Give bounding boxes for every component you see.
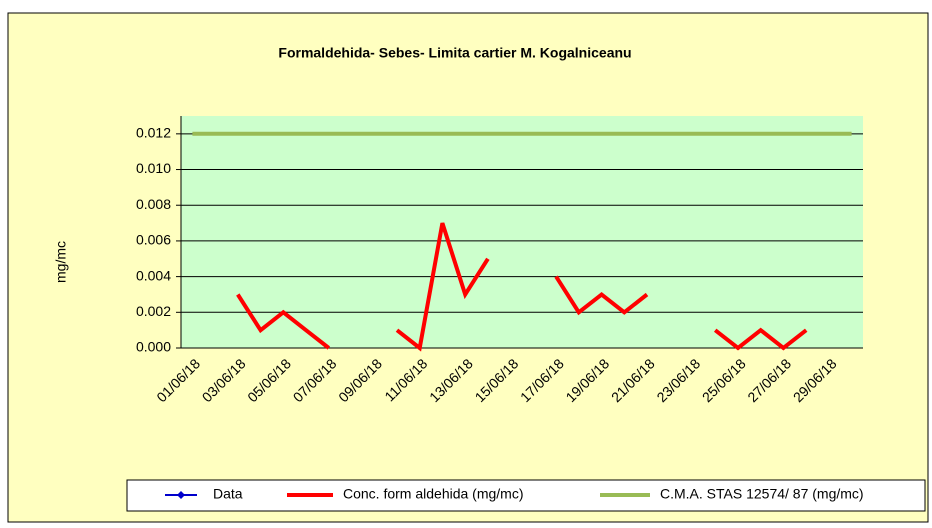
y-tick-label: 0.010 <box>136 160 171 176</box>
y-tick-label: 0.004 <box>136 267 171 283</box>
legend <box>126 479 926 512</box>
chart-title: Formaldehida- Sebes- Limita cartier M. K… <box>278 45 631 61</box>
y-tick-label: 0.002 <box>136 303 171 319</box>
legend-marker <box>177 491 185 499</box>
legend-label: Data <box>213 486 243 502</box>
y-tick-label: 0.012 <box>136 125 171 141</box>
legend-label: C.M.A. STAS 12574/ 87 (mg/mc) <box>660 486 864 502</box>
y-tick-label: 0.006 <box>136 232 171 248</box>
plot-area <box>181 116 863 348</box>
y-tick-label: 0.008 <box>136 196 171 212</box>
legend-label: Conc. form aldehida (mg/mc) <box>343 486 524 502</box>
series-line <box>236 222 808 352</box>
y-axis-title: mg/mc <box>53 241 69 283</box>
y-tick-label: 0.000 <box>136 339 171 355</box>
